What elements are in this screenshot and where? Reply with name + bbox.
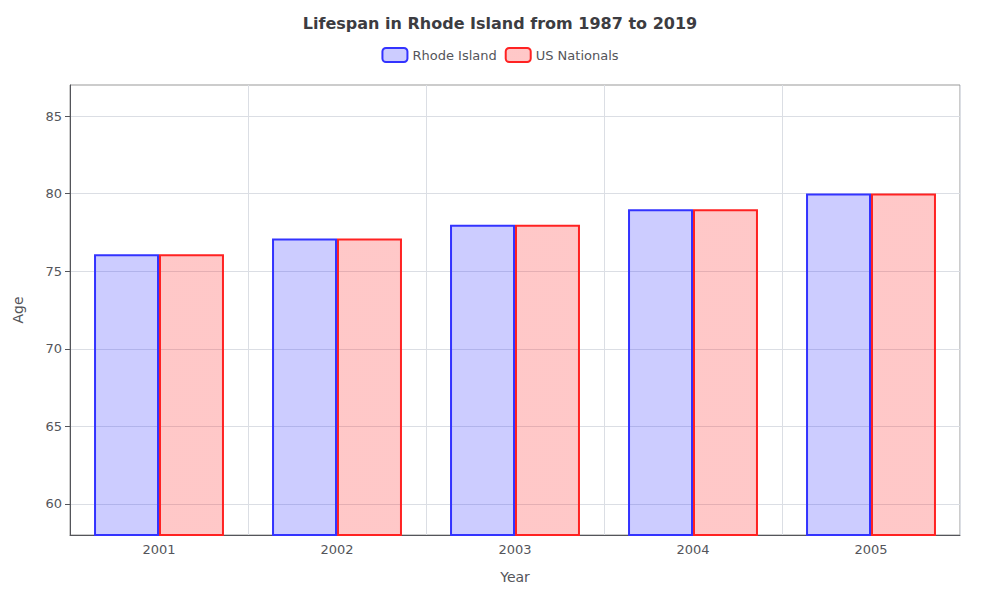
svg-text:2005: 2005 bbox=[854, 542, 887, 557]
svg-text:2001: 2001 bbox=[142, 542, 175, 557]
svg-text:85: 85 bbox=[45, 109, 62, 124]
svg-text:US Nationals: US Nationals bbox=[536, 48, 619, 63]
svg-text:2002: 2002 bbox=[320, 542, 353, 557]
svg-text:80: 80 bbox=[45, 186, 62, 201]
svg-text:Year: Year bbox=[499, 569, 530, 585]
svg-text:70: 70 bbox=[45, 341, 62, 356]
svg-text:60: 60 bbox=[45, 496, 62, 511]
svg-text:2003: 2003 bbox=[498, 542, 531, 557]
svg-text:2004: 2004 bbox=[676, 542, 709, 557]
svg-text:Lifespan in Rhode Island from: Lifespan in Rhode Island from 1987 to 20… bbox=[303, 14, 697, 33]
svg-text:65: 65 bbox=[45, 419, 62, 434]
svg-text:75: 75 bbox=[45, 264, 62, 279]
svg-text:Age: Age bbox=[10, 296, 26, 323]
svg-text:Rhode Island: Rhode Island bbox=[412, 48, 496, 63]
